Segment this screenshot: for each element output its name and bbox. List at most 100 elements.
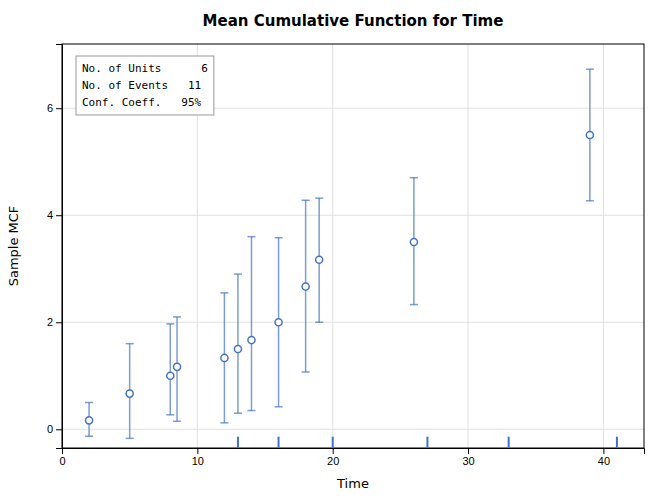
- annotation-box: [76, 56, 214, 115]
- y-tick-mark: [56, 429, 62, 430]
- annotation-text: No. of Units 6No. of Events 11Conf. Coef…: [82, 62, 208, 109]
- error-bar-cap-upper: [410, 177, 418, 179]
- point: [167, 372, 174, 379]
- error-bar-cap-lower: [220, 422, 228, 424]
- census-tick: [616, 437, 618, 448]
- annotation: No. of Units 6No. of Events 11Conf. Coef…: [76, 56, 214, 115]
- plot: 0 10 20 30 40 0 2 4 6 No. of Units 6No. of Events…: [47, 44, 645, 467]
- x-tick-label: 0: [59, 455, 65, 467]
- x-tick-mark: [333, 448, 334, 454]
- census-tick: [426, 437, 428, 448]
- error-bar-cap-upper: [166, 323, 174, 325]
- error-bar-line: [237, 274, 239, 413]
- error-bar: [85, 403, 93, 437]
- y-axis-title: Sample MCF: [6, 206, 21, 287]
- point: [126, 390, 133, 397]
- error-bar-cap-lower: [173, 420, 181, 422]
- y-tick-mark: [56, 215, 62, 216]
- error-bar-cap-lower: [234, 412, 242, 414]
- point: [302, 283, 309, 290]
- error-bar: [166, 324, 174, 415]
- x-tick: 0: [59, 448, 65, 467]
- error-bar-cap-upper: [586, 68, 594, 70]
- x-tick: 30: [462, 448, 474, 467]
- error-bar-cap-lower: [126, 438, 134, 440]
- error-bar: [234, 274, 242, 413]
- chart: 0 10 20 30 40 0 2 4 6 No. of Units 6No. of Events…: [0, 0, 666, 500]
- x-tick: 20: [327, 448, 339, 467]
- error-bar-cap-upper: [126, 343, 134, 345]
- annotation-line: Conf. Coeff. 95%: [82, 96, 202, 109]
- point: [316, 256, 323, 263]
- plot-frame: [62, 44, 644, 448]
- error-bar-cap-lower: [302, 371, 310, 373]
- error-bar-cap-upper: [302, 199, 310, 201]
- x-axis-title: Time: [336, 476, 369, 491]
- error-bar: [302, 200, 310, 372]
- error-bar: [410, 178, 418, 305]
- point: [248, 337, 255, 344]
- series: [85, 69, 594, 438]
- error-bar: [173, 317, 181, 421]
- x-axis: 0 10 20 30 40: [59, 448, 644, 467]
- grid-line-x: [468, 44, 469, 448]
- y-axis-line: [56, 45, 63, 449]
- title: Mean Cumulative Function for Time: [203, 12, 504, 30]
- error-bar-cap-lower: [85, 435, 93, 437]
- y-tick-label: 6: [47, 102, 53, 114]
- x-tick-label: 30: [462, 455, 474, 467]
- grid-line-y: [62, 322, 644, 323]
- data: [85, 69, 617, 448]
- grid-line-x: [603, 44, 604, 448]
- y-tick: 0: [47, 423, 62, 435]
- error-bar-cap-upper: [220, 292, 228, 294]
- y-tick: 2: [47, 316, 62, 328]
- y-tick: 6: [47, 102, 62, 114]
- error-bar-cap-lower: [315, 322, 323, 324]
- point: [173, 363, 180, 370]
- grid: [62, 44, 644, 448]
- annotation-line: No. of Units 6: [82, 62, 208, 75]
- error-bar-cap-upper: [85, 402, 93, 404]
- y-tick: 4: [47, 209, 62, 221]
- error-bar-cap-lower: [410, 304, 418, 306]
- x-tick-label: 10: [192, 455, 204, 467]
- census-tick: [278, 437, 280, 448]
- grid-line-y: [62, 429, 644, 430]
- y-tick-mark: [56, 108, 62, 109]
- grid-line-y: [62, 215, 644, 216]
- y-axis: 0 2 4 6: [47, 45, 63, 449]
- x-tick-mark: [197, 448, 198, 454]
- x-tick: 10: [192, 448, 204, 467]
- error-bar-cap-lower: [275, 406, 283, 408]
- x-axis-line: [63, 449, 645, 455]
- census-tick: [237, 437, 239, 448]
- grid-line-x: [332, 44, 333, 448]
- y-tick-label: 2: [47, 316, 53, 328]
- point: [86, 417, 93, 424]
- x-tick-label: 40: [598, 455, 610, 467]
- census-tick: [508, 437, 510, 448]
- point: [410, 238, 417, 245]
- y-tick-label: 0: [47, 423, 53, 435]
- x-tick-mark: [468, 448, 469, 454]
- error-bar: [126, 344, 134, 439]
- error-bar-line: [251, 237, 253, 411]
- error-bar-cap-upper: [275, 237, 283, 239]
- x-tick-mark: [603, 448, 604, 454]
- y-tick-mark: [56, 322, 62, 323]
- error-bar-cap-upper: [247, 236, 255, 238]
- x-tick-label: 20: [327, 455, 339, 467]
- error-bar: [315, 198, 323, 322]
- point: [221, 354, 228, 361]
- error-bar: [275, 238, 283, 407]
- error-bar: [247, 237, 255, 411]
- x-tick: 40: [598, 448, 610, 467]
- point: [234, 345, 241, 352]
- error-bar-cap-lower: [166, 414, 174, 416]
- error-bar: [586, 69, 594, 201]
- error-bar-cap-upper: [315, 197, 323, 199]
- error-bar-line: [170, 324, 172, 415]
- error-bar-cap-upper: [173, 316, 181, 318]
- error-bar-cap-lower: [247, 410, 255, 412]
